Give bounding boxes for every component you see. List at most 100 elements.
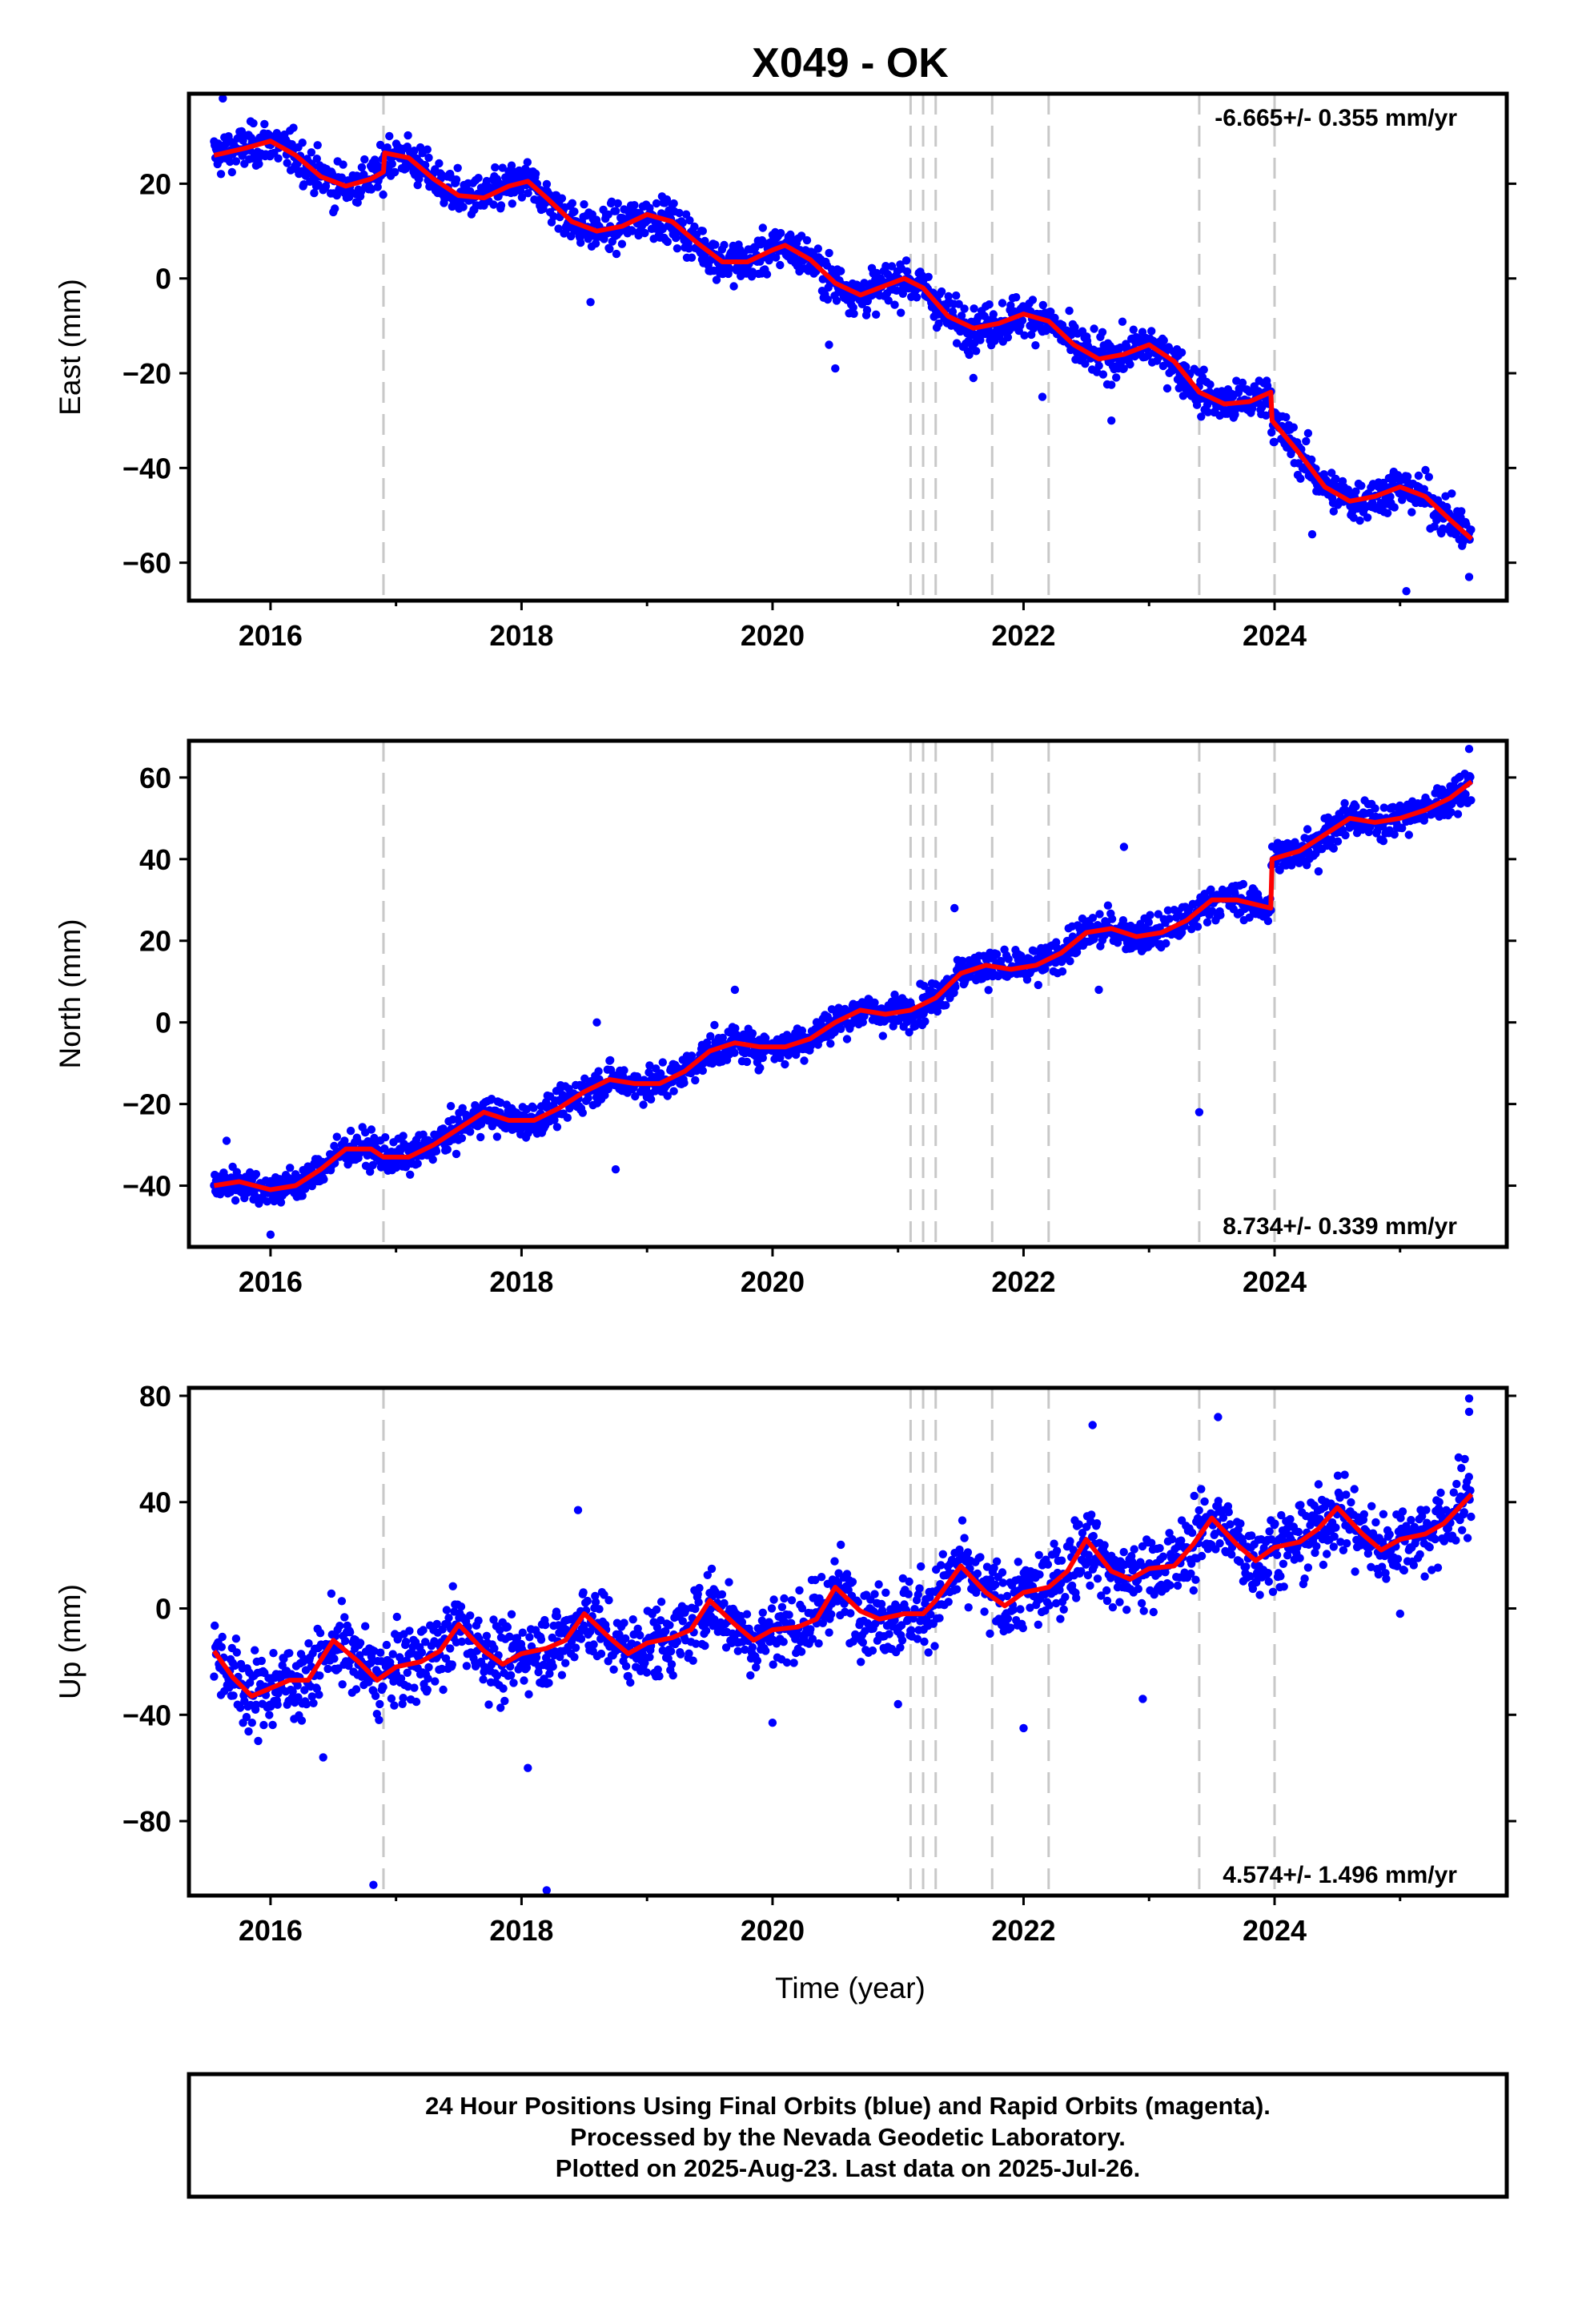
east-data-point (881, 262, 890, 271)
up-data-point (787, 1596, 797, 1605)
east-data-point (912, 293, 921, 302)
up-data-point (338, 1680, 347, 1689)
east-data-point (227, 167, 236, 177)
north-data-point (756, 1063, 765, 1072)
up-data-point (1018, 1623, 1028, 1633)
east-data-point (1038, 300, 1048, 310)
north-data-point (1340, 798, 1349, 808)
east-data-point (849, 309, 858, 318)
east-data-point (566, 231, 576, 241)
east-data-point (299, 180, 308, 189)
up-data-point (904, 1590, 913, 1598)
east-data-point (1357, 481, 1366, 490)
east-data-point (357, 163, 367, 172)
north-rate-label: 8.734+/- 0.339 mm/yr (1223, 1213, 1457, 1240)
east-data-point (937, 287, 946, 296)
up-data-point (767, 1604, 777, 1613)
north-data-point (1004, 955, 1013, 963)
north-data-point (1329, 844, 1339, 853)
up-data-point (446, 1644, 455, 1653)
east-data-point (404, 131, 412, 140)
up-data-point (405, 1626, 414, 1635)
east-outlier-point (1464, 573, 1474, 581)
north-data-point (413, 1159, 422, 1168)
north-data-point (1107, 915, 1117, 923)
up-data-point (938, 1550, 948, 1559)
east-data-point (474, 174, 483, 183)
chart-title: X049 - OK (752, 40, 949, 86)
north-y-tick-label: 20 (139, 925, 171, 958)
up-data-point (500, 1696, 509, 1706)
east-x-tick-label: 2016 (239, 619, 303, 652)
east-data-point (307, 148, 316, 157)
up-data-point (375, 1715, 383, 1724)
up-data-point (579, 1588, 588, 1597)
up-data-point (1003, 1614, 1013, 1623)
up-data-point (620, 1618, 628, 1627)
east-data-point (825, 248, 833, 258)
up-data-point (462, 1662, 472, 1671)
east-data-point (628, 227, 636, 235)
east-data-point (685, 216, 694, 225)
east-data-point (970, 304, 978, 313)
north-data-point (399, 1132, 408, 1140)
east-data-point (274, 154, 283, 163)
east-data-point (1046, 308, 1055, 316)
east-data-point (339, 160, 347, 169)
up-data-point (980, 1607, 989, 1616)
east-data-point (523, 158, 532, 167)
north-data-point (466, 1128, 475, 1136)
north-outlier-point (266, 1230, 275, 1239)
up-data-point (868, 1646, 877, 1655)
north-data-point (1144, 918, 1154, 927)
up-data-point (456, 1602, 466, 1611)
east-data-point (849, 303, 857, 312)
up-data-point (561, 1659, 570, 1667)
east-data-point (312, 155, 321, 163)
east-data-point (1407, 508, 1416, 517)
east-y-tick-label: −60 (122, 547, 171, 580)
north-data-point (1239, 879, 1248, 889)
up-data-point (846, 1609, 855, 1618)
north-data-point (1216, 911, 1225, 919)
up-data-point (341, 1636, 350, 1646)
up-data-points (210, 1394, 1476, 1895)
north-x-ticks: 2016 2018 2020 2022 2024 (239, 1247, 1402, 1298)
east-data-point (517, 193, 527, 202)
east-data-point (887, 262, 897, 271)
up-data-point (382, 1640, 391, 1650)
up-data-point (315, 1671, 324, 1680)
north-data-point (921, 1017, 930, 1026)
up-data-point (583, 1596, 592, 1606)
up-data-point (655, 1671, 664, 1681)
north-y-tick-label: 40 (139, 843, 171, 876)
up-data-point (355, 1638, 365, 1647)
up-data-point (442, 1606, 452, 1614)
north-x-tick-label: 2024 (1243, 1265, 1307, 1298)
up-data-point (779, 1638, 788, 1647)
panel-east: 2016 2018 2020 2022 2024 200−20−40−60 East (… (54, 91, 1516, 652)
up-data-point (431, 1677, 440, 1686)
east-data-point (415, 175, 424, 183)
up-data-point (628, 1615, 637, 1624)
north-data-point (710, 1020, 719, 1030)
up-data-point (789, 1659, 798, 1667)
north-data-point (687, 1051, 697, 1060)
up-data-point (506, 1671, 516, 1680)
east-data-point (1289, 423, 1299, 432)
up-data-point (677, 1650, 685, 1659)
north-data-point (1453, 810, 1463, 818)
east-data-point (557, 194, 567, 203)
east-data-point (690, 222, 699, 231)
east-x-tick-label: 2022 (991, 619, 1055, 652)
north-data-point (346, 1126, 355, 1136)
east-data-point (954, 300, 963, 308)
up-data-point (827, 1610, 836, 1619)
east-data-point (424, 153, 433, 163)
north-data-point (578, 1108, 587, 1117)
east-data-point (1414, 471, 1423, 480)
east-data-points (210, 94, 1476, 596)
east-data-point (652, 199, 661, 208)
east-data-point (1094, 361, 1103, 370)
